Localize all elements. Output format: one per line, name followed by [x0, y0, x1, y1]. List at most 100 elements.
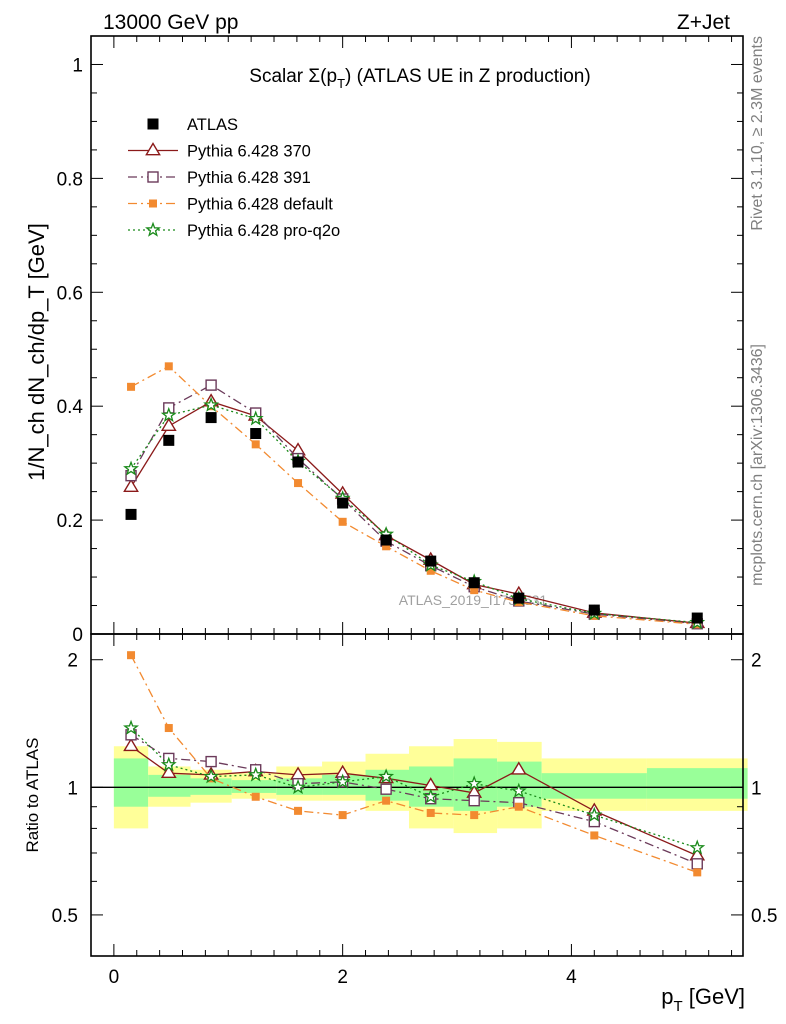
main-data-point: [123, 478, 139, 492]
legend-item: Pythia 6.428 pro-q2o: [128, 221, 340, 240]
ratio-series-3: [123, 719, 706, 855]
ratio-data-point: [205, 755, 217, 768]
main-data-point: [337, 497, 349, 509]
main-title-b: ) (ATLAS UE in Z production): [345, 66, 591, 87]
main-data-point: [294, 479, 303, 488]
ratio-data-point: [334, 773, 351, 789]
ratio-ytick-label-right: 1: [751, 778, 762, 799]
main-ytick-label: 0: [72, 625, 83, 646]
ratio-series-line: [130, 734, 698, 865]
main-data-point: [125, 508, 137, 520]
main-ylabel-text: 1/N_ch dN_ch/dp_T [GeV]: [24, 223, 49, 481]
ratio-data-point: [127, 651, 136, 660]
ratio-ylabel: Ratio to ATLAS: [23, 738, 42, 853]
legend-item: Pythia 6.428 default: [128, 196, 333, 214]
ratio-data-point: [689, 839, 706, 855]
ratio-data-point: [586, 806, 603, 822]
ratio-series-line: [130, 654, 698, 874]
ratio-data-point: [468, 794, 480, 807]
legend-label: Pythia 6.428 default: [187, 196, 333, 214]
ratio-band-inner: [113, 758, 149, 807]
x-axis-label-sub: T: [673, 998, 682, 1015]
ratio-data-point: [426, 808, 435, 817]
legend-item: Pythia 6.428 370: [128, 142, 311, 161]
ratio-data-point: [380, 783, 392, 795]
legend-label: Pythia 6.428 370: [187, 143, 311, 161]
ratio-data-point: [160, 756, 177, 772]
main-series-line: [130, 365, 698, 625]
main-data-point: [470, 586, 479, 595]
main-data-point: [425, 555, 437, 567]
ratio-data-point: [466, 775, 483, 791]
x-tick-label: 0: [109, 967, 120, 988]
ratio-data-point: [294, 806, 303, 815]
ratio-data-point: [123, 719, 140, 735]
ratio-data-point: [382, 796, 391, 805]
ratio-data-point: [470, 811, 479, 820]
ratio-series-line: [130, 727, 698, 849]
ratio-data-point: [123, 737, 139, 752]
legend-label: Pythia 6.428 pro-q2o: [187, 222, 340, 240]
ratio-data-point: [590, 831, 599, 840]
ratio-data-point: [160, 764, 177, 779]
ratio-band-inner: [646, 768, 748, 799]
main-ytick-label: 0.4: [57, 397, 84, 418]
main-data-point: [203, 396, 220, 412]
main-data-point: [160, 406, 177, 423]
mcplots-label: mcplots.cern.ch [arXiv:1306.3436]: [749, 344, 766, 586]
ratio-series: [123, 651, 706, 877]
ratio-ytick-label-left: 2: [67, 651, 78, 672]
main-series-line: [130, 400, 698, 624]
ratio-data-point: [247, 766, 264, 782]
main-ytick-label: 0.2: [57, 511, 83, 532]
main-series-3: [127, 362, 702, 629]
legend: ATLAS Pythia 6.428 370 Pythia 6.428 391 Pyt…: [128, 116, 340, 240]
rivet-label: Rivet 3.1.10, ≥ 2.3M events: [749, 36, 766, 231]
ratio-data-point: [338, 811, 347, 820]
legend-label: ATLAS: [187, 116, 238, 134]
main-data-point: [382, 542, 391, 551]
main-panel: Scalar Σ(pT) (ATLAS UE in Z production) …: [24, 35, 744, 646]
main-data-point: [127, 382, 136, 391]
ratio-ytick-label-left: 0.5: [52, 906, 78, 927]
ratio-ytick-label-right: 2: [751, 651, 762, 672]
ratio-data-point: [693, 868, 702, 877]
main-data-point: [292, 456, 304, 468]
main-data-point: [691, 612, 703, 624]
legend-marker: [145, 142, 161, 156]
main-title-a: Scalar Σ(p: [249, 66, 337, 87]
main-data-point: [205, 379, 217, 391]
ratio-band-inner: [541, 773, 647, 799]
x-tick-label: 2: [337, 967, 348, 988]
main-data-point: [164, 362, 173, 371]
main-data-point: [468, 577, 480, 589]
x-axis-label-a: p: [661, 984, 673, 1009]
main-series-0: [125, 412, 703, 624]
main-ylabel: 1/N_ch dN_ch/dp_T [GeV]: [24, 223, 49, 481]
main-data-point: [426, 566, 435, 575]
main-data-point: [338, 517, 347, 526]
main-title: Scalar Σ(pT) (ATLAS UE in Z production): [249, 66, 590, 91]
main-ytick-label: 1: [72, 55, 83, 76]
ratio-data-point: [203, 768, 220, 784]
x-axis-label-b: [GeV]: [683, 984, 745, 1009]
ratio-data-point: [510, 761, 527, 775]
ratio-tick-labels: 0.5 0.5 1 1 2 2 0 2 4: [52, 651, 778, 988]
main-ytick-label: 0.6: [57, 283, 83, 304]
main-data-point: [513, 592, 525, 604]
legend-item: ATLAS: [147, 116, 238, 134]
ratio-panel: 0.5 0.5 1 1 2 2 0 2 4 Ratio to ATLAS pT [GeV]: [23, 633, 778, 1015]
ratio-data-point: [290, 778, 307, 795]
legend-marker: [147, 171, 159, 183]
main-ytick-label: 0.8: [57, 169, 83, 190]
ratio-data-point: [164, 724, 173, 733]
main-data-point: [160, 417, 177, 432]
main-data-point: [250, 428, 262, 440]
ratio-ylabel-text: Ratio to ATLAS: [23, 738, 42, 853]
main-ytick-labels: 0 0.2 0.4 0.6 0.8 1: [57, 55, 84, 646]
ratio-band-inner: [148, 774, 191, 797]
ratio-ytick-label-right: 0.5: [751, 906, 777, 927]
energy-label: 13000 GeV pp: [103, 11, 238, 34]
legend-marker: [145, 221, 161, 237]
